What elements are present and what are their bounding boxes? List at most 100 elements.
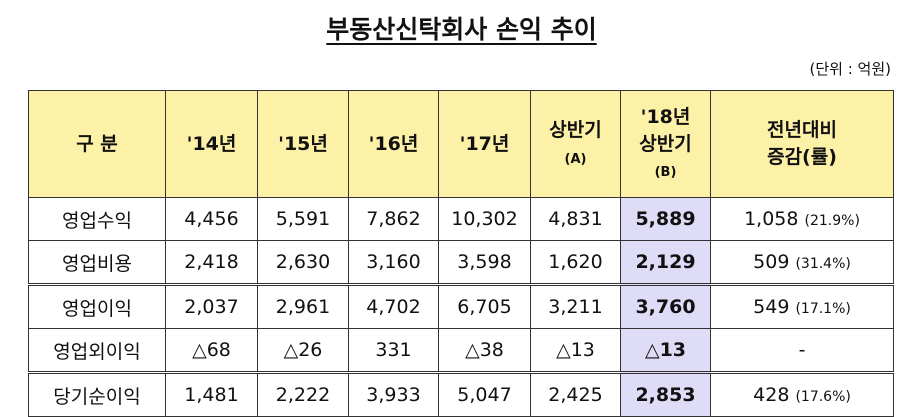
- value-cell: 3,760: [620, 283, 711, 329]
- value-text: △26: [283, 339, 323, 361]
- change-cell: 549 (17.1%): [710, 283, 894, 329]
- value-cell: 331: [348, 328, 439, 373]
- row-label: 영업비용: [28, 240, 166, 285]
- value-cell: 3,160: [348, 240, 439, 285]
- value-text: 5,591: [275, 208, 331, 230]
- value-cell: 4,831: [530, 197, 621, 241]
- header-text: 전년대비: [767, 119, 837, 142]
- header-row: 구 분 '14년 '15년 '16년 '17년 상반기 (A) '18년 상반기 (B) 전년대비 증…: [28, 90, 894, 198]
- row-label-text: 영업이익: [62, 297, 132, 320]
- value-cell: 2,425: [530, 371, 621, 417]
- rate-text: (17.1%): [795, 301, 851, 317]
- value-text: 1,481: [184, 384, 239, 406]
- value-cell: 2,630: [257, 240, 349, 285]
- value-cell: 4,702: [348, 283, 439, 329]
- value-text: 2,961: [275, 296, 331, 318]
- value-cell: 2,961: [257, 283, 349, 329]
- change-text: 1,058: [744, 208, 799, 230]
- value-cell: △26: [257, 328, 349, 373]
- title-text: 부동산신탁회사 손익 추이: [326, 15, 597, 44]
- value-cell: △13: [530, 328, 621, 373]
- row-label-text: 영업비용: [62, 252, 132, 275]
- value-text: 3,760: [635, 296, 696, 318]
- change-cell: 509 (31.4%): [710, 240, 894, 285]
- table-row: 영업수익 4,456 5,591 7,862 10,302 4,831 5,889 1,058…: [28, 197, 894, 241]
- header-cell: '14년: [165, 90, 258, 198]
- value-text: 10,302: [451, 208, 518, 230]
- header-text: (A): [564, 152, 587, 167]
- value-text: 2,425: [548, 384, 603, 406]
- value-cell: 3,211: [530, 283, 621, 329]
- value-cell: 2,418: [165, 240, 258, 285]
- table-row: 당기순이익 1,481 2,222 3,933 5,047 2,425 2,853 428 (…: [28, 371, 894, 417]
- table: 구 분 '14년 '15년 '16년 '17년 상반기 (A) '18년 상반기 (B) 전년대비 증…: [28, 90, 894, 417]
- value-cell: 1,620: [530, 240, 621, 285]
- header-text: '18년: [640, 106, 691, 129]
- rate-text: (21.9%): [804, 213, 860, 229]
- value-text: △38: [465, 339, 504, 361]
- value-text: 6,705: [457, 296, 512, 318]
- header-cell: 구 분: [28, 90, 166, 198]
- value-text: △13: [556, 339, 595, 361]
- header-text: '14년: [186, 132, 237, 155]
- value-text: 1,620: [548, 251, 603, 273]
- change-text: 509: [753, 251, 790, 273]
- value-text: 4,831: [548, 208, 603, 230]
- header-cell: '15년: [257, 90, 349, 198]
- value-cell: 2,222: [257, 371, 349, 417]
- value-text: 3,211: [548, 296, 603, 318]
- header-text: (B): [654, 165, 677, 181]
- value-text: 3,598: [457, 251, 512, 273]
- row-label: 영업외이익: [28, 328, 166, 373]
- value-cell: 4,456: [165, 197, 258, 241]
- change-cell: 428 (17.6%): [710, 371, 894, 417]
- row-label: 영업수익: [28, 197, 166, 241]
- value-text: △13: [644, 339, 687, 361]
- header-cell: '17년: [438, 90, 531, 198]
- row-label: 영업이익: [28, 283, 166, 329]
- value-text: 2,222: [275, 384, 331, 406]
- value-cell: 5,591: [257, 197, 349, 241]
- value-text: 4,456: [184, 208, 239, 230]
- value-text: 3,160: [366, 251, 421, 273]
- value-text: 5,889: [635, 208, 696, 230]
- rate-text: (31.4%): [795, 256, 851, 272]
- value-cell: 6,705: [438, 283, 531, 329]
- header-text: 구 분: [76, 132, 118, 155]
- value-cell: 3,598: [438, 240, 531, 285]
- header-text: '15년: [278, 132, 328, 155]
- table-row: 영업비용 2,418 2,630 3,160 3,598 1,620 2,129 509 (3…: [28, 240, 894, 285]
- value-cell: 7,862: [348, 197, 439, 241]
- row-label: 당기순이익: [28, 371, 166, 417]
- value-text: 2,129: [635, 251, 696, 273]
- change-cell: 1,058 (21.9%): [710, 197, 894, 241]
- row-label-text: 당기순이익: [53, 385, 141, 408]
- change-text: 428: [753, 384, 790, 406]
- value-text: 2,853: [635, 384, 696, 406]
- value-text: △68: [192, 339, 231, 361]
- header-text: '17년: [459, 132, 510, 155]
- header-text: 상반기: [639, 132, 692, 155]
- value-text: 331: [375, 339, 412, 361]
- value-text: 5,047: [457, 384, 512, 406]
- value-cell: 2,037: [165, 283, 258, 329]
- value-text: 2,037: [184, 296, 239, 318]
- rate-text: (17.6%): [795, 389, 851, 405]
- value-text: 4,702: [366, 296, 421, 318]
- table-row: 영업외이익 △68 △26 331 △38 △13 △13 -: [28, 328, 894, 373]
- value-cell: △13: [620, 328, 711, 373]
- table-row: 영업이익 2,037 2,961 4,702 6,705 3,211 3,760 549 (1…: [28, 283, 894, 329]
- value-cell: 3,933: [348, 371, 439, 417]
- value-cell: 10,302: [438, 197, 531, 241]
- value-cell: 2,129: [620, 240, 711, 285]
- change-cell: -: [710, 328, 894, 373]
- table-body: 영업수익 4,456 5,591 7,862 10,302 4,831 5,889 1,058…: [28, 197, 894, 417]
- header-cell: '16년: [348, 90, 439, 198]
- header-cell: 상반기 (A): [530, 90, 621, 198]
- row-label-text: 영업외이익: [53, 340, 141, 363]
- value-text: 2,630: [275, 251, 331, 273]
- value-cell: 1,481: [165, 371, 258, 417]
- header-text: 증감(률): [767, 146, 837, 168]
